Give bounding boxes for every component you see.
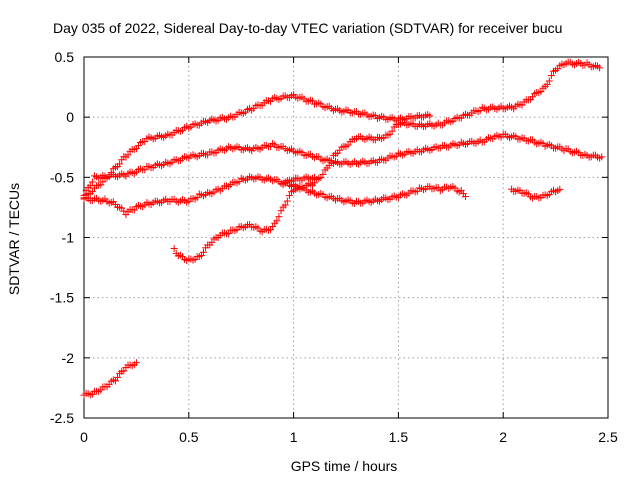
data-point <box>170 245 178 253</box>
y-tick-label: -0.5 <box>50 169 74 185</box>
data-point <box>285 192 293 200</box>
y-tick-label: -1.5 <box>50 290 74 306</box>
series-track-7 <box>279 173 319 189</box>
data-point <box>545 77 553 85</box>
data-point <box>275 213 283 221</box>
data-point <box>132 359 140 367</box>
x-tick-label: 2.5 <box>598 429 618 445</box>
data-point <box>596 64 604 72</box>
data-point <box>111 377 119 385</box>
data-point <box>556 185 564 193</box>
chart-title: Day 035 of 2022, Sidereal Day-to-day VTE… <box>53 20 562 36</box>
series-track-5 <box>80 359 140 399</box>
data-point <box>88 188 96 196</box>
data-point <box>124 151 132 159</box>
data-point <box>426 112 434 120</box>
data-point <box>325 162 333 170</box>
x-axis-label: GPS time / hours <box>291 458 398 474</box>
x-tick-label: 1 <box>290 429 298 445</box>
data-point <box>88 178 96 186</box>
data-point <box>199 248 207 256</box>
axis-ticks <box>83 56 609 419</box>
x-tick-label: 0.5 <box>179 429 199 445</box>
y-tick-label: 0 <box>66 109 74 125</box>
data-series <box>80 58 606 399</box>
data-point <box>283 197 291 205</box>
grid <box>84 57 608 418</box>
data-point <box>311 173 319 181</box>
y-tick-label: -2 <box>62 350 75 366</box>
data-point <box>319 170 327 178</box>
data-point <box>461 193 469 201</box>
data-point <box>273 217 281 225</box>
x-tick-label: 1.5 <box>389 429 409 445</box>
data-point <box>120 207 128 215</box>
data-point <box>193 194 201 202</box>
data-point <box>116 160 124 168</box>
x-tick-label: 0 <box>80 429 88 445</box>
data-point <box>547 72 555 80</box>
data-point <box>327 157 335 165</box>
series-track-4 <box>170 58 604 265</box>
data-point <box>598 153 606 161</box>
axis-tick-labels: 0 0.5 1 1.5 2 2.5 -2.5 -2 -1.5 -1 -0.5 0 0.5 <box>50 49 618 445</box>
data-point <box>281 201 289 209</box>
y-tick-label: 0.5 <box>55 49 75 65</box>
series-track-6 <box>508 185 564 202</box>
y-axis-label: SDTVAR / TECUs <box>6 183 22 295</box>
x-tick-label: 2 <box>499 429 507 445</box>
y-tick-label: -2.5 <box>50 410 74 426</box>
data-point <box>543 81 551 89</box>
data-point <box>277 207 285 215</box>
data-point <box>388 127 396 135</box>
y-tick-label: -1 <box>62 230 75 246</box>
data-point <box>86 182 94 190</box>
series-track-1 <box>80 91 434 202</box>
data-point <box>114 373 122 381</box>
